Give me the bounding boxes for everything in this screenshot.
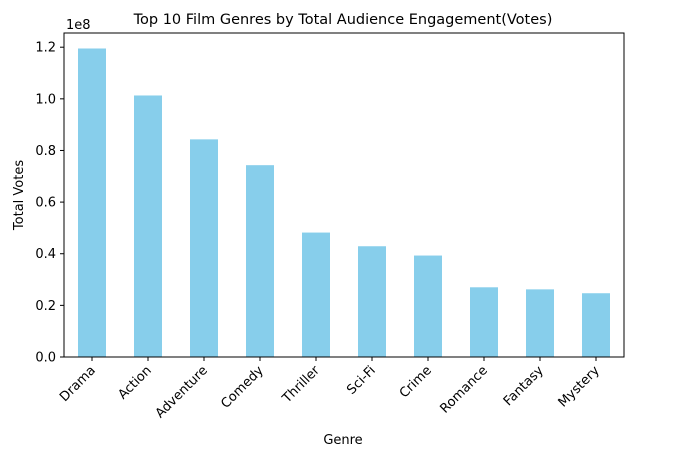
x-tick-label: Action <box>115 363 154 402</box>
bars-group <box>78 48 610 357</box>
y-tick-label: 0.2 <box>35 299 56 314</box>
x-axis-label: Genre <box>323 433 362 448</box>
x-tick-label: Crime <box>397 363 435 401</box>
bar-thriller <box>302 232 330 357</box>
bar-comedy <box>246 165 274 357</box>
y-offset-label: 1e8 <box>66 18 91 33</box>
bar-mystery <box>582 293 610 357</box>
y-tick-label: 1.2 <box>35 41 56 56</box>
x-tick-label: Sci-Fi <box>344 363 379 398</box>
bar-drama <box>78 48 106 357</box>
x-tick-label: Mystery <box>556 363 603 410</box>
y-axis-label: Total Votes <box>12 160 27 231</box>
bar-fantasy <box>526 289 554 357</box>
x-tick-label: Thriller <box>279 363 323 407</box>
y-tick-label: 1.0 <box>35 92 56 107</box>
x-tick-label: Drama <box>57 363 99 405</box>
plot-frame <box>63 32 625 358</box>
bar-adventure <box>190 139 218 357</box>
x-tick-label: Fantasy <box>501 363 547 409</box>
bar-romance <box>470 287 498 357</box>
y-tick-label: 0.0 <box>35 351 56 366</box>
y-axis-ticks: 0.0 0.2 0.4 0.6 0.8 1.0 1.2 <box>35 41 64 366</box>
x-tick-label: Comedy <box>218 363 267 412</box>
x-tick-label: Adventure <box>153 363 211 421</box>
y-tick-label: 0.4 <box>35 247 56 262</box>
y-tick-label: 0.8 <box>35 144 56 159</box>
bar-action <box>134 95 162 357</box>
bar-crime <box>414 255 442 357</box>
y-tick-label: 0.6 <box>35 196 56 211</box>
chart-title: Top 10 Film Genres by Total Audience Eng… <box>133 12 553 28</box>
bar-sci-fi <box>358 246 386 357</box>
x-tick-label: Romance <box>437 363 490 416</box>
